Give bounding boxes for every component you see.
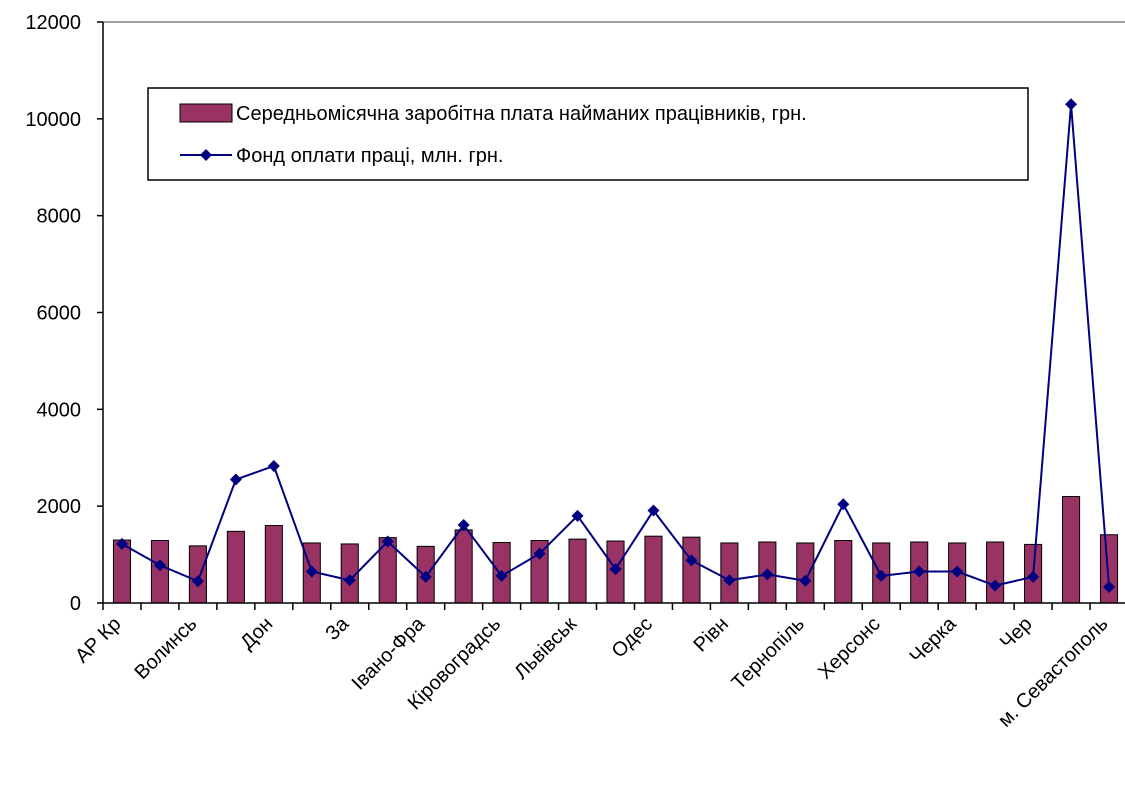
bar (644, 535, 663, 604)
legend-box (147, 87, 1029, 181)
bar (986, 541, 1005, 604)
bar (150, 540, 169, 604)
bar (834, 540, 853, 604)
legend-marker (200, 149, 212, 161)
marker (799, 574, 812, 587)
marker (951, 565, 964, 578)
bar (226, 530, 245, 604)
marker (115, 537, 128, 550)
x-tick-label: За (321, 612, 354, 645)
y-tick-label: 4000 (37, 399, 82, 421)
legend-swatch (179, 103, 233, 123)
bar (188, 545, 207, 604)
x-tick-label: АР Кр (71, 613, 125, 667)
marker (913, 565, 926, 578)
x-tick-label: Рівн (689, 613, 732, 656)
marker (343, 574, 356, 587)
x-tick-label: Дон (236, 613, 277, 654)
x-tick-label: Івано-Фра (348, 612, 430, 694)
marker (153, 559, 166, 572)
y-tick-label: 12000 (25, 12, 81, 34)
marker (191, 575, 204, 588)
marker (609, 563, 622, 576)
bar (796, 542, 815, 604)
y-tick-label: 0 (70, 593, 81, 615)
marker (495, 569, 508, 582)
marker (989, 579, 1002, 592)
marker (457, 519, 470, 532)
marker (1103, 581, 1116, 594)
marker (875, 569, 888, 582)
marker (533, 547, 546, 560)
y-tick-label: 8000 (37, 206, 82, 228)
bar (264, 525, 283, 604)
x-tick-label: Одес (608, 613, 657, 662)
bar (720, 542, 739, 604)
marker (723, 574, 736, 587)
marker (381, 535, 394, 548)
bar (454, 529, 473, 604)
x-tick-label: Чер (996, 613, 1037, 654)
marker (837, 498, 850, 511)
marker (229, 473, 242, 486)
marker (1027, 570, 1040, 583)
marker (647, 504, 660, 517)
x-tick-label: Львівськ (510, 613, 581, 684)
y-tick-label: 10000 (25, 109, 81, 131)
x-tick-label: Херсонс (814, 613, 885, 684)
bar (568, 538, 587, 604)
x-tick-label: Тернопіль (728, 613, 809, 694)
legend-label: Фонд оплати праці, млн. грн. (236, 145, 503, 167)
y-tick-label: 2000 (37, 496, 82, 518)
y-tick-label: 6000 (37, 303, 82, 325)
bar (682, 536, 701, 604)
x-tick-label: Волинсь (130, 613, 201, 684)
marker (419, 570, 432, 583)
marker (685, 554, 698, 567)
marker (305, 565, 318, 578)
marker (571, 509, 584, 522)
marker (1065, 98, 1078, 111)
x-tick-label: Черка (906, 612, 962, 668)
bar (1062, 495, 1081, 604)
marker (761, 568, 774, 581)
marker (267, 459, 280, 472)
legend-label: Середньомісячна заробітна плата найманих… (236, 103, 807, 125)
